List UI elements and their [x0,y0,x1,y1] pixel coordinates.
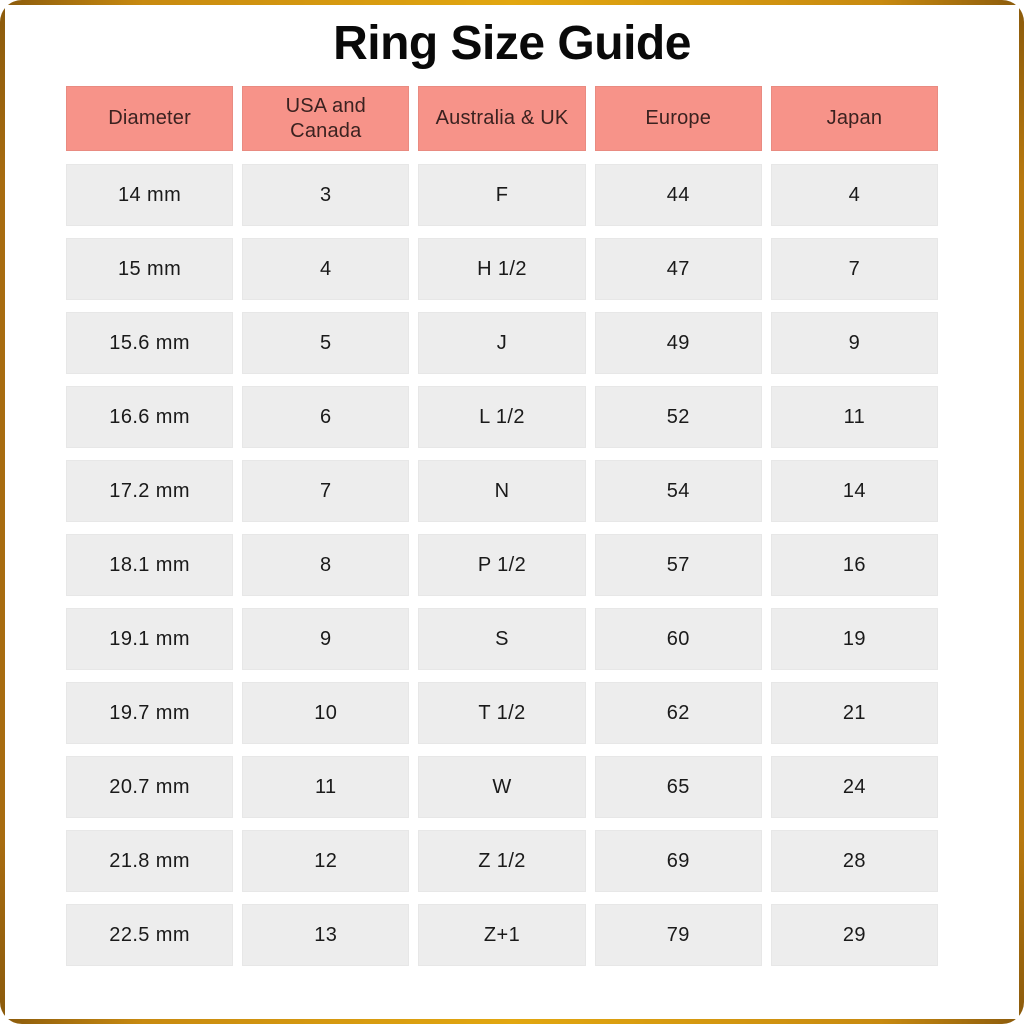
table-body: 14 mm 3 F 44 4 15 mm 4 H 1/2 47 7 15.6 mm 5 J 49 9 16.6… [66,164,939,966]
table-row: 15 mm 4 H 1/2 47 7 [66,238,939,300]
cell-diameter: 19.7 mm [66,682,234,744]
cell-japan: 11 [770,386,939,448]
cell-usa-canada: 7 [242,460,410,522]
column-header-europe: Europe [594,86,762,151]
table-row: 18.1 mm 8 P 1/2 57 16 [66,534,939,596]
table-row: 21.8 mm 12 Z 1/2 69 28 [66,830,939,892]
cell-usa-canada: 9 [242,608,410,670]
column-header-australia-and-uk: Australia & UK [418,86,586,151]
table-row: 14 mm 3 F 44 4 [66,164,939,226]
cell-usa-canada: 11 [242,756,410,818]
table-row: 17.2 mm 7 N 54 14 [66,460,939,522]
cell-australia-uk: S [418,608,586,670]
cell-australia-uk: W [418,756,586,818]
cell-japan: 9 [770,312,939,374]
column-header-diameter: Diameter [66,86,234,151]
cell-australia-uk: H 1/2 [418,238,586,300]
cell-japan: 4 [770,164,939,226]
cell-diameter: 20.7 mm [66,756,234,818]
cell-europe: 52 [594,386,762,448]
cell-europe: 62 [594,682,762,744]
column-header-line1: Japan [826,107,883,129]
cell-europe: 69 [594,830,762,892]
cell-diameter: 15.6 mm [66,312,234,374]
cell-usa-canada: 6 [242,386,410,448]
table-row: 20.7 mm 11 W 65 24 [66,756,939,818]
cell-japan: 19 [770,608,939,670]
cell-usa-canada: 5 [242,312,410,374]
cell-europe: 49 [594,312,762,374]
cell-diameter: 15 mm [66,238,234,300]
cell-europe: 54 [594,460,762,522]
cell-usa-canada: 12 [242,830,410,892]
cell-diameter: 17.2 mm [66,460,234,522]
cell-australia-uk: J [418,312,586,374]
cell-usa-canada: 13 [242,904,410,966]
cell-europe: 65 [594,756,762,818]
cell-diameter: 22.5 mm [66,904,234,966]
column-header-line1: Europe [645,107,712,129]
cell-japan: 24 [770,756,939,818]
page-title: Ring Size Guide [333,17,691,70]
table-row: 22.5 mm 13 Z+1 79 29 [66,904,939,966]
table-header-row: Diameter USA and Canada Australia & UK Europ… [66,86,939,151]
cell-usa-canada: 3 [242,164,410,226]
cell-australia-uk: F [418,164,586,226]
cell-australia-uk: N [418,460,586,522]
cell-europe: 60 [594,608,762,670]
cell-japan: 21 [770,682,939,744]
cell-japan: 16 [770,534,939,596]
cell-diameter: 21.8 mm [66,830,234,892]
cell-diameter: 14 mm [66,164,234,226]
column-header-line1: Diameter [108,107,191,129]
cell-europe: 57 [594,534,762,596]
cell-europe: 44 [594,164,762,226]
cell-diameter: 16.6 mm [66,386,234,448]
column-header-line1: Australia & UK [435,107,569,129]
column-header-japan: Japan [770,86,939,151]
table-row: 19.1 mm 9 S 60 19 [66,608,939,670]
cell-europe: 47 [594,238,762,300]
cell-diameter: 18.1 mm [66,534,234,596]
column-header-line2: Canada [290,119,362,142]
cell-australia-uk: T 1/2 [418,682,586,744]
cell-japan: 28 [770,830,939,892]
table-row: 16.6 mm 6 L 1/2 52 11 [66,386,939,448]
cell-japan: 14 [770,460,939,522]
table-row: 15.6 mm 5 J 49 9 [66,312,939,374]
cell-usa-canada: 4 [242,238,410,300]
column-header-usa-and-canada: USA and Canada [242,86,410,151]
cell-australia-uk: L 1/2 [418,386,586,448]
cell-australia-uk: Z+1 [418,904,586,966]
cell-australia-uk: P 1/2 [418,534,586,596]
ring-size-table: Diameter USA and Canada Australia & UK Europ… [66,86,939,978]
cell-usa-canada: 8 [242,534,410,596]
cell-usa-canada: 10 [242,682,410,744]
column-header-line1: USA and [285,94,366,117]
table-row: 19.7 mm 10 T 1/2 62 21 [66,682,939,744]
cell-japan: 29 [770,904,939,966]
cell-australia-uk: Z 1/2 [418,830,586,892]
cell-japan: 7 [770,238,939,300]
cell-diameter: 19.1 mm [66,608,234,670]
cell-europe: 79 [594,904,762,966]
